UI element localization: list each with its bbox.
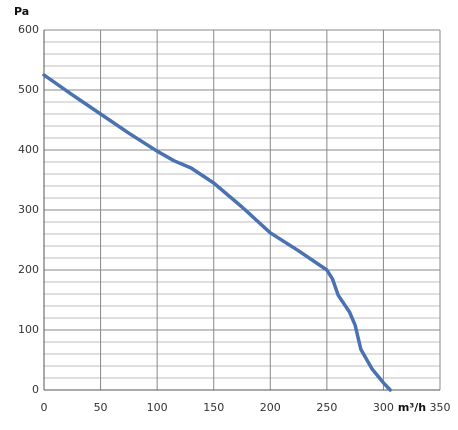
y-tick-label: 400 [18,143,39,156]
x-tick-label: 50 [94,401,108,414]
y-tick-label: 100 [18,323,39,336]
y-tick-label: 500 [18,83,39,96]
x-tick-label: 100 [147,401,168,414]
x-tick-label: 300 [373,401,394,414]
x-tick-label: 150 [203,401,224,414]
x-axis-title: m³/h [398,401,426,414]
x-tick-label: 200 [260,401,281,414]
x-tick-label: 250 [316,401,337,414]
y-axis-title: Pa [14,5,29,18]
y-tick-label: 600 [18,23,39,36]
y-tick-label: 300 [18,203,39,216]
y-tick-label: 0 [32,383,39,396]
y-tick-label: 200 [18,263,39,276]
curve [42,73,392,392]
x-tick-label: 350 [430,401,451,414]
x-tick-label: 0 [41,401,48,414]
